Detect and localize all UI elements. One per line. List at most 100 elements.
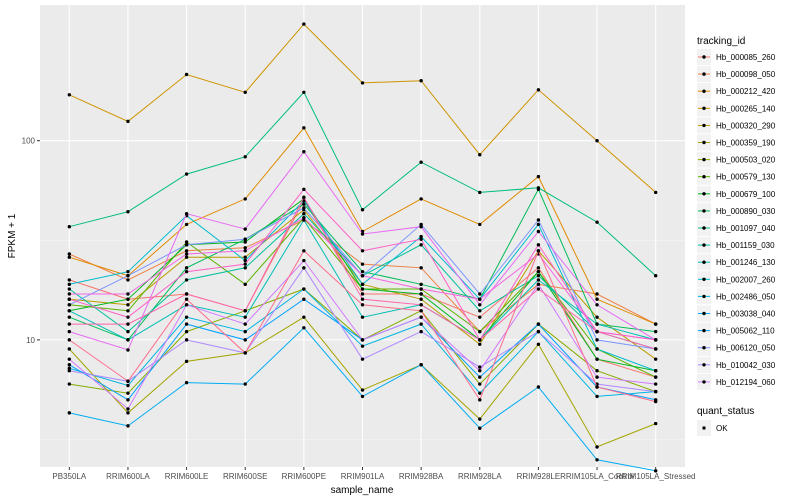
- data-point: [243, 155, 247, 159]
- legend-title: tracking_id: [697, 36, 745, 47]
- data-point: [67, 278, 72, 282]
- data-point: [653, 469, 658, 473]
- data-point: [67, 347, 72, 351]
- data-point: [478, 315, 482, 319]
- legend-item-4: Hb_000320_290: [697, 117, 776, 134]
- data-point: [595, 220, 599, 224]
- data-point: [243, 246, 247, 250]
- legend-key-point: [702, 192, 706, 196]
- data-point: [302, 195, 306, 199]
- data-point: [536, 229, 541, 234]
- data-point: [653, 369, 658, 373]
- data-point: [419, 315, 423, 319]
- data-point: [243, 262, 247, 266]
- data-point: [360, 208, 365, 212]
- data-point: [536, 342, 541, 347]
- data-point: [360, 344, 365, 348]
- data-point: [360, 388, 365, 392]
- legend-item-0: Hb_000085_260: [697, 49, 776, 65]
- legend-key-point: [702, 260, 706, 264]
- data-point: [478, 375, 482, 379]
- x-axis-title: sample_name: [331, 485, 394, 496]
- x-tick-label: RRIM928LA: [458, 472, 502, 481]
- data-point: [126, 303, 130, 307]
- shape-legend-items: OK: [697, 420, 728, 436]
- data-point: [653, 347, 658, 351]
- data-point: [478, 369, 482, 373]
- shape-legend-item-0: OK: [697, 420, 728, 436]
- data-point: [478, 365, 482, 369]
- legend-item-18: Hb_010042_030: [697, 356, 776, 373]
- data-point: [67, 369, 72, 373]
- series-3: [67, 22, 658, 195]
- data-point: [653, 357, 658, 361]
- legend-item-7: Hb_000579_130: [697, 168, 776, 185]
- data-point: [419, 363, 423, 367]
- data-point: [243, 240, 247, 244]
- legend-key-point: [702, 328, 706, 333]
- data-point: [67, 292, 72, 296]
- data-point: [302, 266, 306, 270]
- legend-key-point: [702, 294, 706, 299]
- data-point: [243, 197, 247, 201]
- data-point: [595, 303, 599, 307]
- legend-label: Hb_000212_420: [716, 87, 776, 96]
- y-axis-title: FPKM + 1: [7, 213, 18, 258]
- data-point: [536, 243, 541, 247]
- data-point: [653, 421, 658, 426]
- data-point: [419, 329, 423, 334]
- data-point: [302, 249, 306, 253]
- series-5: [67, 315, 658, 449]
- data-point: [184, 380, 189, 385]
- data-point: [243, 322, 247, 326]
- x-axis-ticks: PB350LA RRIM600LA RRIM600LE RRIM600SE RRIM60…: [52, 467, 695, 481]
- legend-item-6: Hb_000503_020: [697, 151, 776, 168]
- legend-item-5: Hb_000359_190: [697, 134, 776, 151]
- legend: tracking_id Hb_000085_260Hb_000098_050Hb…: [697, 36, 776, 390]
- data-point: [419, 297, 423, 301]
- data-point: [360, 262, 365, 266]
- data-point: [419, 237, 423, 241]
- data-point: [126, 411, 130, 415]
- data-point: [360, 249, 365, 253]
- data-point: [536, 249, 541, 253]
- legend-item-3: Hb_000265_140: [697, 100, 776, 117]
- data-point: [478, 417, 482, 421]
- legend-label: Hb_005062_110: [716, 327, 775, 336]
- legend-key-point: [702, 277, 706, 281]
- data-point: [184, 252, 189, 256]
- data-point: [360, 81, 365, 85]
- data-point: [302, 315, 306, 319]
- data-point: [536, 222, 541, 227]
- data-point: [360, 269, 365, 274]
- data-point: [360, 357, 365, 361]
- data-point: [67, 309, 72, 313]
- data-point: [184, 338, 189, 342]
- data-point: [67, 255, 72, 259]
- data-point: [126, 315, 130, 319]
- data-point: [653, 382, 658, 386]
- legend-label: Hb_001097_040: [716, 224, 776, 233]
- data-point: [360, 282, 365, 287]
- data-point: [536, 385, 541, 389]
- data-point: [302, 126, 306, 130]
- legend-item-15: Hb_003038_040: [697, 305, 776, 322]
- y-tick-label: 10: [26, 336, 35, 345]
- legend-key-point: [702, 140, 706, 145]
- data-point: [302, 287, 306, 291]
- data-point: [595, 394, 599, 399]
- x-tick-label: RRIM928BA: [399, 472, 444, 481]
- data-point: [595, 445, 599, 449]
- data-point: [595, 385, 599, 389]
- data-point: [419, 243, 423, 247]
- legend-label: Hb_000503_020: [716, 156, 776, 165]
- series-10: [67, 90, 658, 278]
- data-point: [302, 258, 306, 263]
- legend-label: Hb_000265_140: [716, 104, 776, 113]
- data-point: [184, 222, 189, 227]
- x-tick-label: RRIM600LE: [165, 472, 209, 481]
- data-point: [419, 309, 423, 313]
- data-point: [184, 255, 189, 259]
- data-point: [595, 322, 599, 326]
- data-point: [67, 382, 72, 386]
